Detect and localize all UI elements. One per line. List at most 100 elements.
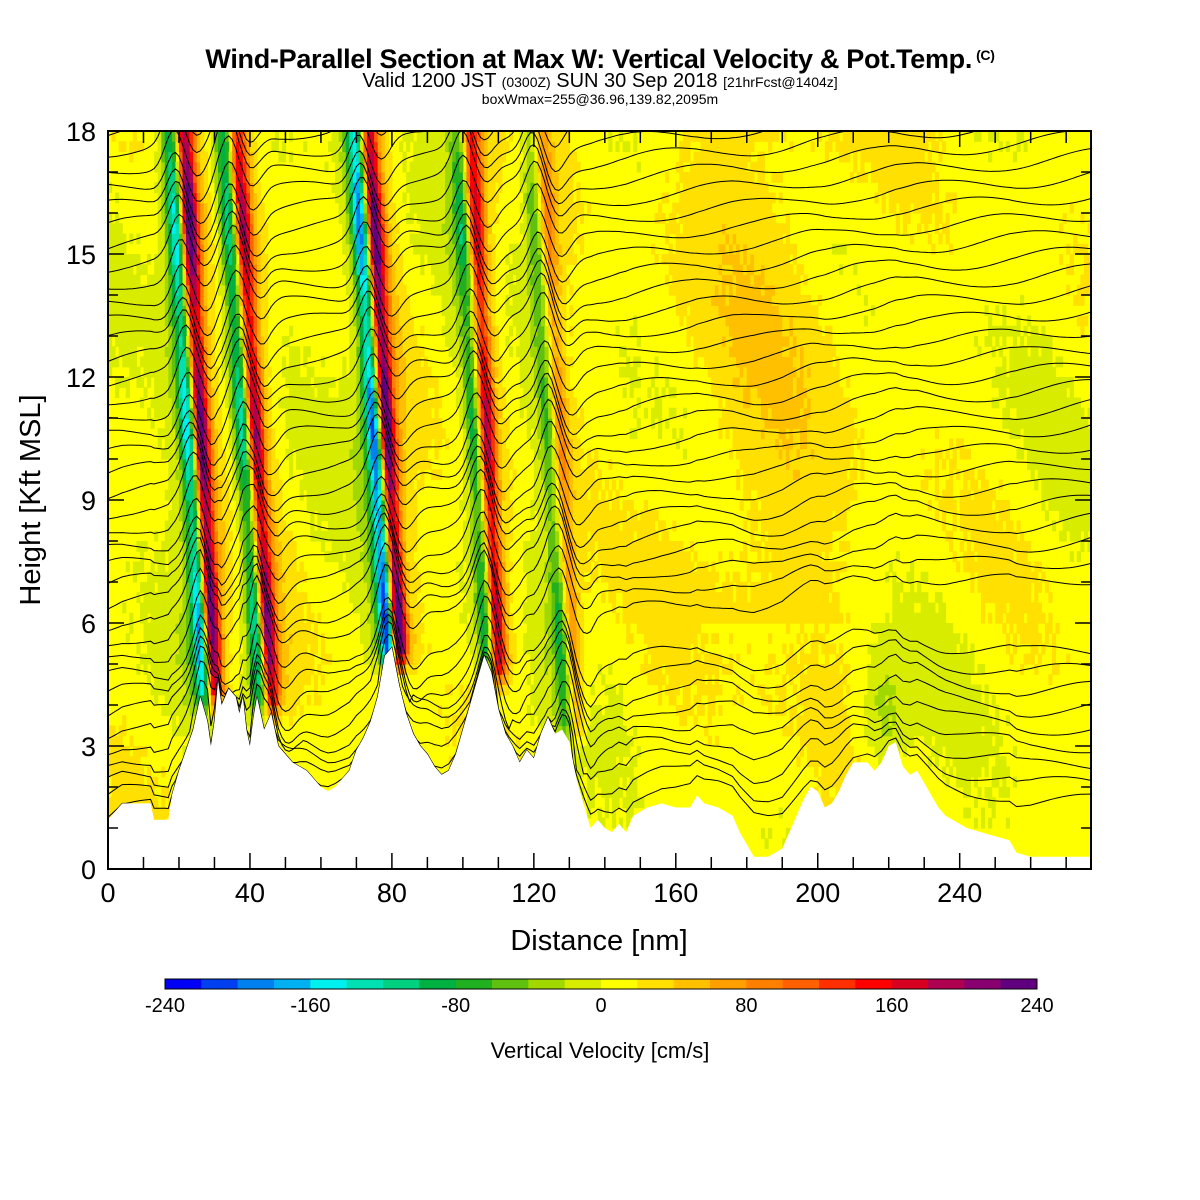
- velocity-cell: [147, 305, 152, 317]
- velocity-cell: [363, 571, 368, 583]
- velocity-cell: [473, 438, 478, 450]
- velocity-cell: [225, 223, 230, 235]
- velocity-cell: [218, 633, 223, 645]
- velocity-cell: [210, 397, 216, 409]
- velocity-cell: [402, 459, 407, 470]
- velocity-cell: [139, 284, 145, 296]
- velocity-cell: [359, 336, 365, 347]
- velocity-cell: [462, 459, 468, 470]
- velocity-cell: [168, 541, 173, 552]
- velocity-cell: [416, 233, 421, 245]
- velocity-cell: [274, 500, 279, 511]
- velocity-cell: [285, 561, 290, 573]
- velocity-cell: [292, 428, 297, 440]
- velocity-cell: [452, 141, 457, 153]
- velocity-cell: [367, 633, 372, 645]
- velocity-cell: [193, 500, 198, 511]
- velocity-cell: [200, 243, 205, 255]
- velocity-cell: [416, 387, 421, 399]
- velocity-cell: [168, 295, 173, 306]
- velocity-cell: [203, 643, 208, 655]
- velocity-cell: [352, 438, 358, 450]
- velocity-cell: [399, 500, 404, 511]
- velocity-cell: [345, 131, 350, 142]
- velocity-cell: [175, 141, 180, 153]
- velocity-cell: [285, 377, 290, 388]
- velocity-cell: [260, 428, 265, 440]
- velocity-cell: [111, 346, 116, 358]
- velocity-cell: [487, 141, 492, 153]
- velocity-cell: [473, 469, 478, 481]
- velocity-cell: [512, 284, 517, 296]
- velocity-cell: [352, 571, 358, 583]
- velocity-cell: [239, 336, 244, 347]
- velocity-cell: [150, 807, 155, 819]
- velocity-cell: [221, 264, 226, 276]
- velocity-cell: [320, 489, 326, 501]
- velocity-cell: [168, 551, 173, 563]
- velocity-cell: [164, 612, 169, 624]
- velocity-cell: [501, 448, 507, 460]
- velocity-cell: [136, 305, 141, 317]
- velocity-cell: [260, 336, 265, 347]
- velocity-cell: [466, 172, 471, 183]
- velocity-cell: [306, 674, 311, 686]
- velocity-cell: [356, 243, 361, 255]
- velocity-cell: [356, 592, 361, 604]
- velocity-cell: [193, 438, 198, 450]
- velocity-cell: [193, 254, 198, 265]
- velocity-cell: [438, 284, 443, 296]
- velocity-cell: [384, 643, 389, 655]
- velocity-cell: [484, 151, 489, 163]
- velocity-cell: [292, 643, 297, 655]
- velocity-cell: [125, 377, 130, 388]
- velocity-cell: [225, 674, 230, 686]
- velocity-cell: [480, 305, 485, 317]
- velocity-cell: [203, 356, 208, 368]
- velocity-cell: [509, 325, 514, 337]
- velocity-cell: [491, 336, 496, 347]
- velocity-cell: [175, 325, 180, 337]
- velocity-cell: [260, 694, 265, 706]
- velocity-cell: [406, 602, 411, 614]
- velocity-cell: [473, 489, 478, 501]
- velocity-cell: [193, 479, 198, 491]
- velocity-cell: [420, 418, 425, 429]
- velocity-cell: [303, 674, 308, 686]
- velocity-cell: [423, 448, 428, 460]
- velocity-cell: [171, 428, 177, 440]
- velocity-cell: [473, 612, 478, 624]
- velocity-cell: [324, 469, 329, 481]
- velocity-cell: [260, 377, 265, 388]
- velocity-cell: [466, 684, 471, 696]
- velocity-cell: [161, 356, 166, 368]
- velocity-cell: [239, 653, 244, 665]
- velocity-cell: [132, 571, 137, 583]
- velocity-cell: [374, 612, 379, 624]
- velocity-cell: [161, 377, 166, 388]
- velocity-cell: [519, 397, 524, 409]
- velocity-cell: [242, 182, 247, 194]
- velocity-cell: [296, 653, 301, 665]
- velocity-cell: [505, 653, 510, 665]
- velocity-cell: [281, 397, 287, 409]
- velocity-cell: [363, 356, 368, 368]
- velocity-cell: [420, 643, 425, 655]
- velocity-cell: [494, 653, 499, 665]
- velocity-cell: [154, 366, 159, 378]
- velocity-cell: [423, 438, 428, 450]
- velocity-cell: [430, 428, 436, 440]
- velocity-cell: [242, 561, 247, 573]
- velocity-cell: [108, 756, 113, 768]
- velocity-cell: [462, 182, 468, 194]
- velocity-cell: [484, 571, 489, 583]
- velocity-cell: [118, 284, 123, 296]
- velocity-cell: [423, 356, 428, 368]
- velocity-cell: [352, 592, 358, 604]
- velocity-cell: [477, 479, 482, 491]
- velocity-cell: [477, 305, 482, 317]
- velocity-cell: [175, 397, 180, 409]
- velocity-cell: [143, 284, 148, 296]
- velocity-cell: [203, 684, 208, 696]
- velocity-cell: [164, 295, 169, 306]
